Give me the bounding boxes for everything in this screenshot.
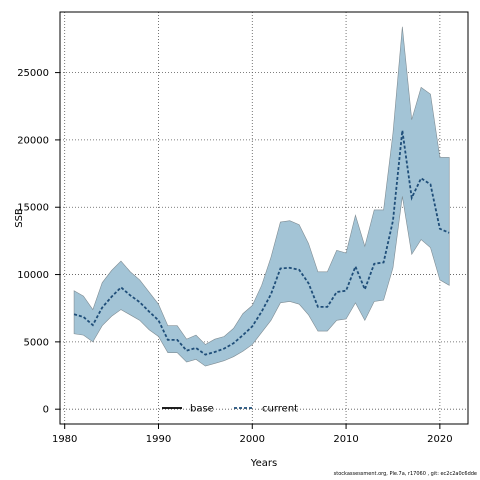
y-tick-label: 0 [43,405,49,416]
legend: base current [162,404,298,415]
y-tick-label: 25000 [17,68,49,79]
x-tick-label: 2010 [333,434,358,445]
series-line-current [73,130,450,356]
y-tick-label: 5000 [24,337,49,348]
axes: 1980 1990 2000 2010 2020 0 5000 10000 15000 20000… [17,68,452,445]
y-tick-label: 20000 [17,135,49,146]
legend-label-base: base [190,404,214,415]
y-tick-label: 15000 [17,203,49,214]
x-tick-label: 2000 [240,434,265,445]
footer-credit: stockassessment.org, Ple.7a, r17060 , gi… [333,471,477,477]
x-tick-label: 1990 [146,434,171,445]
legend-label-current: current [262,404,298,415]
x-tick-label: 2020 [427,434,452,445]
confidence-band [73,26,450,367]
series-lines [73,130,450,356]
x-axis-title: Years [250,458,277,469]
y-axis-title: SSB [14,208,25,228]
plot-frame [59,11,469,425]
confidence-band-layer [73,26,450,367]
y-tick-label: 10000 [17,270,49,281]
x-tick-label: 1980 [52,434,77,445]
